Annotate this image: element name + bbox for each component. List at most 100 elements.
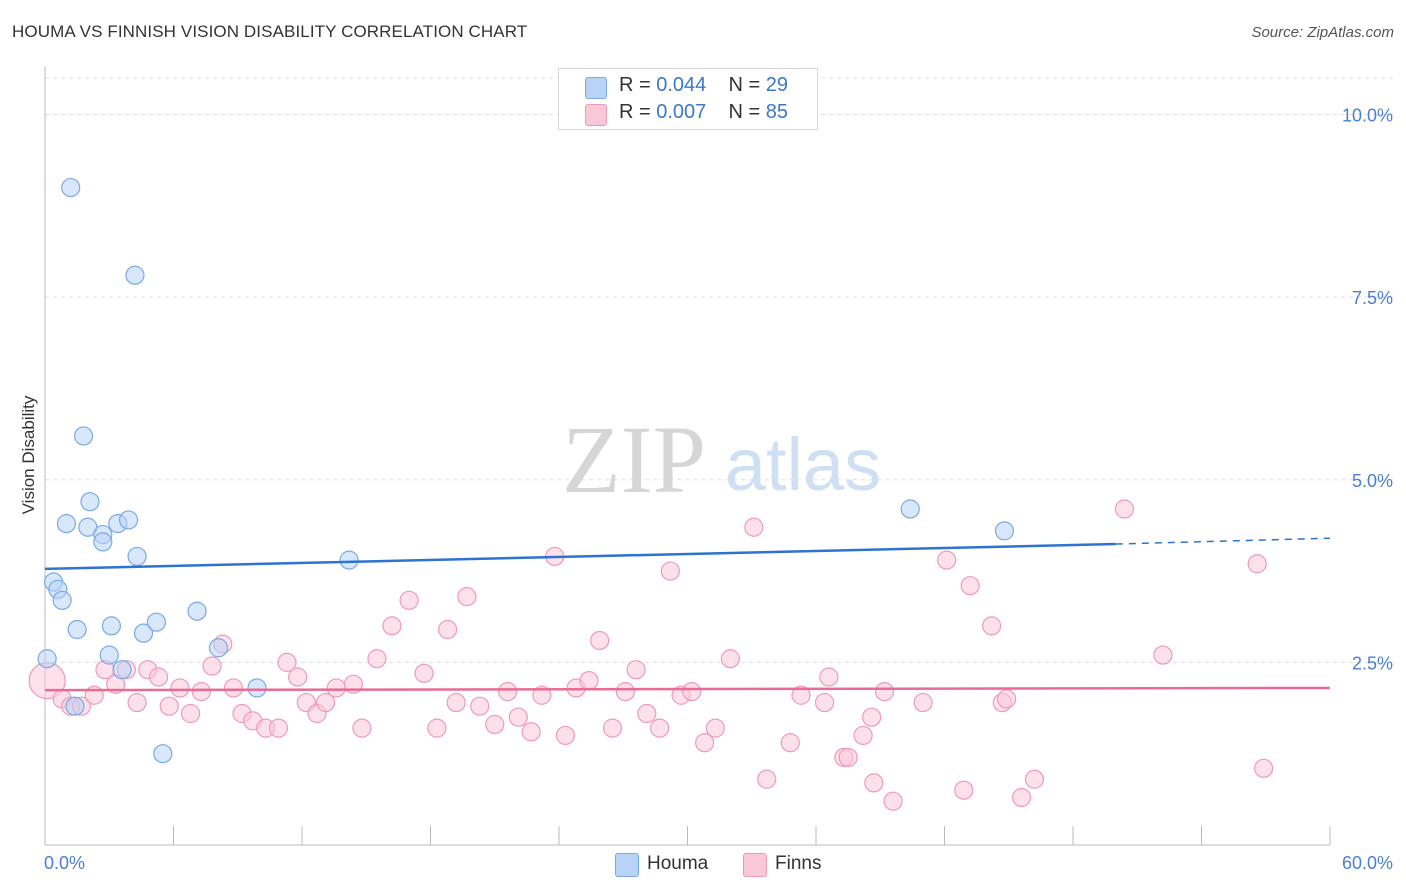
finns-point-10 (148, 667, 169, 687)
finns-point-76 (960, 576, 980, 596)
finns-point-29 (352, 718, 372, 738)
finns-point-83 (1153, 645, 1173, 665)
finns-point-51 (626, 660, 646, 680)
chart-title: HOUMA VS FINNISH VISION DISABILITY CORRE… (12, 22, 528, 41)
finns-point-39 (485, 714, 505, 735)
x-tick-label-0: 0.0% (44, 853, 85, 873)
axis-labels: 2.5% 5.0% 7.5% 10.0% 0.0% 60.0% (44, 106, 1393, 873)
finns-point-59 (720, 649, 740, 669)
houma-series (37, 177, 1015, 764)
finns-point-38 (470, 696, 490, 716)
finns-point-27 (326, 678, 346, 698)
bottom-houma-swatch (615, 853, 639, 877)
finns-point-30 (367, 649, 387, 669)
bottom-houma-label: Houma (647, 853, 709, 874)
houma-point-6 (65, 696, 85, 716)
finns-point-52 (637, 703, 657, 724)
finns-point-36 (446, 692, 466, 713)
finns-point-48 (590, 630, 610, 651)
finns-point-43 (532, 685, 552, 705)
y-tick-label-0: 2.5% (1352, 653, 1393, 673)
finns-point-14 (191, 681, 211, 702)
gridlines (45, 77, 1395, 663)
finns-point-40 (498, 681, 518, 702)
houma-point-24 (247, 678, 267, 698)
finns-point-75 (954, 780, 974, 800)
houma-point-10 (80, 492, 100, 512)
houma-point-27 (994, 521, 1015, 541)
houma-point-3 (52, 590, 72, 610)
finns-point-71 (874, 681, 895, 702)
finns-point-15 (202, 656, 222, 676)
finns-point-68 (853, 725, 873, 746)
finns-point-8 (127, 692, 147, 713)
bottom-finns-label: Finns (775, 853, 822, 874)
finns-point-47 (579, 671, 599, 691)
axes (44, 66, 1331, 846)
houma-r-value: 0.044 (656, 74, 707, 96)
finns-r-label: R = (619, 101, 657, 123)
finns-point-70 (864, 773, 884, 793)
y-tick-label-3: 10.0% (1342, 106, 1393, 126)
houma-r-label: R = (619, 74, 657, 96)
finns-r-value: 0.007 (656, 101, 707, 123)
finns-point-22 (277, 652, 297, 672)
finns-n-value: 85 (765, 101, 789, 123)
finns-point-81 (1024, 769, 1045, 789)
finns-point-50 (615, 681, 635, 702)
finns-point-41 (508, 707, 528, 727)
finns-point-80 (1011, 787, 1032, 808)
watermark-zip: ZIP (562, 406, 706, 513)
finns-point-54 (660, 561, 680, 581)
y-tick-label-1: 5.0% (1352, 471, 1393, 491)
houma-point-12 (93, 532, 113, 552)
finns-point-58 (705, 718, 725, 738)
houma-point-13 (99, 645, 119, 665)
finns-point-69 (862, 707, 882, 727)
finns-point-53 (650, 718, 670, 738)
houma-point-23 (208, 638, 229, 658)
finns-point-23 (288, 667, 308, 687)
finns-point-82 (1114, 499, 1135, 519)
finns-point-12 (170, 678, 190, 698)
houma-swatch (585, 77, 607, 99)
finns-point-61 (757, 769, 777, 789)
houma-point-26 (900, 499, 920, 519)
finns-swatch (585, 104, 607, 126)
finns-point-56 (682, 681, 702, 702)
houma-n-value: 29 (765, 74, 789, 96)
finns-point-37 (457, 587, 477, 607)
finns-point-42 (521, 722, 541, 742)
houma-point-21 (153, 744, 173, 764)
houma-point-18 (127, 546, 147, 567)
finns-point-35 (438, 619, 458, 640)
houma-point-7 (67, 619, 87, 640)
finns-point-57 (695, 733, 715, 753)
finns-point-13 (181, 703, 201, 724)
finns-point-34 (427, 718, 447, 738)
finns-point-21 (268, 718, 289, 738)
finns-point-77 (982, 616, 1002, 636)
houma-point-22 (187, 601, 207, 621)
houma-trend-extension (1115, 537, 1331, 545)
finns-point-65 (819, 667, 839, 687)
finns-point-79 (997, 689, 1017, 709)
houma-point-28 (125, 265, 145, 285)
finns-point-72 (883, 791, 903, 811)
source-label: Source: ZipAtlas.com (1251, 24, 1394, 41)
finns-point-62 (780, 733, 800, 753)
houma-point-5 (61, 177, 81, 198)
finns-trend-line (44, 686, 1331, 692)
finns-point-73 (913, 692, 933, 713)
houma-point-19 (133, 623, 154, 643)
finns-point-85 (1254, 758, 1274, 778)
finns-point-33 (414, 663, 434, 683)
finns-n-label: N = (728, 101, 766, 123)
y-axis-title: Vision Disability (19, 395, 38, 514)
houma-point-16 (112, 660, 132, 680)
legend-houma-text: R = 0.044 N = 29 (619, 74, 788, 97)
houma-point-20 (146, 612, 166, 632)
houma-trend-line (44, 542, 1116, 571)
bottom-finns-swatch (743, 853, 767, 877)
